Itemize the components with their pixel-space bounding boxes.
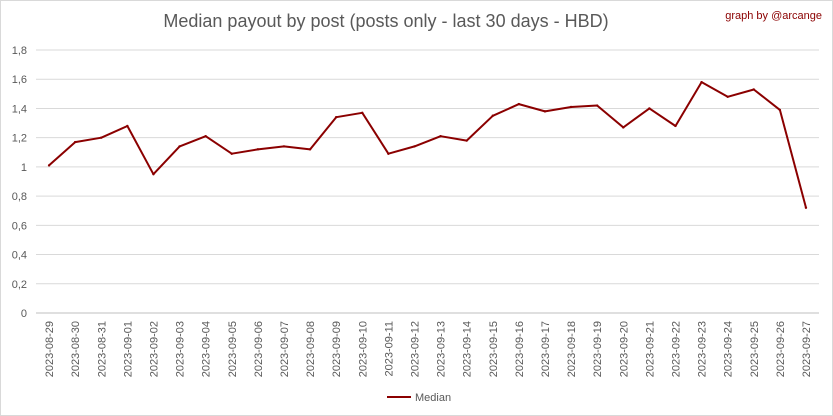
y-tick-label: 0 [21, 308, 27, 320]
x-tick-label: 2023-09-06 [253, 321, 265, 377]
data-point [152, 172, 155, 176]
data-point [648, 107, 651, 110]
x-tick-label: 2023-08-31 [96, 321, 108, 377]
data-point [778, 108, 782, 112]
x-tick-label: 2023-09-10 [357, 321, 369, 377]
chart-credit: graph by @arcange [725, 10, 822, 22]
x-tick-label: 2023-09-25 [749, 321, 761, 377]
data-point [595, 104, 599, 107]
data-point [569, 105, 573, 109]
data-point [439, 135, 442, 138]
data-point [126, 124, 129, 128]
x-tick-label: 2023-09-14 [462, 321, 474, 377]
y-tick-label: 1,4 [12, 103, 27, 115]
x-tick-label: 2023-09-07 [279, 321, 291, 377]
data-point [543, 110, 547, 113]
data-point [230, 152, 233, 155]
x-tick-label: 2023-08-30 [70, 321, 82, 377]
data-point [700, 80, 703, 84]
x-tick-label: 2023-09-16 [514, 321, 526, 377]
data-point [622, 126, 625, 129]
x-tick-label: 2023-09-24 [723, 321, 735, 377]
data-point [282, 145, 286, 148]
data-point [47, 164, 51, 167]
x-tick-label: 2023-09-27 [801, 321, 813, 377]
x-tick-label: 2023-09-21 [644, 321, 656, 377]
legend-label: Median [415, 392, 451, 404]
x-tick-label: 2023-09-04 [201, 321, 213, 377]
y-tick-label: 1,2 [12, 133, 27, 145]
data-point [100, 136, 103, 139]
x-tick-label: 2023-09-09 [331, 321, 343, 377]
data-point [517, 102, 521, 106]
x-tick-label: 2023-09-26 [775, 321, 787, 377]
data-point [752, 88, 755, 91]
y-tick-label: 1,6 [12, 74, 27, 86]
x-tick-label: 2023-09-11 [383, 321, 395, 376]
data-point [334, 116, 338, 119]
data-point [387, 152, 390, 155]
data-point [804, 206, 808, 209]
x-tick-label: 2023-09-23 [697, 321, 709, 377]
y-tick-label: 0,4 [12, 250, 27, 262]
data-point [491, 114, 494, 117]
x-tick-label: 2023-08-29 [44, 321, 56, 377]
x-tick-label: 2023-09-18 [566, 321, 578, 377]
data-point [674, 124, 677, 128]
y-tick-label: 0,8 [12, 191, 27, 203]
data-point [204, 135, 207, 138]
x-tick-label: 2023-09-08 [305, 321, 317, 377]
data-point [465, 139, 468, 142]
data-point [308, 148, 312, 151]
data-point [178, 145, 181, 148]
x-tick-label: 2023-09-20 [618, 321, 630, 377]
series-line-median [48, 81, 807, 209]
chart-title: Median payout by post (posts only - last… [163, 11, 609, 31]
y-tick-label: 1 [21, 162, 27, 174]
y-tick-label: 0,6 [12, 220, 27, 232]
data-point [73, 140, 77, 144]
x-tick-label: 2023-09-19 [592, 321, 604, 377]
x-tick-label: 2023-09-22 [670, 321, 682, 377]
x-tick-label: 2023-09-03 [175, 321, 187, 377]
data-point [361, 111, 364, 115]
x-tick-label: 2023-09-05 [227, 321, 239, 377]
y-tick-label: 1,8 [12, 45, 27, 57]
data-point [413, 145, 416, 148]
data-point [726, 95, 729, 98]
x-tick-label: 2023-09-01 [122, 321, 134, 377]
x-tick-label: 2023-09-02 [148, 321, 160, 377]
data-point [256, 148, 260, 151]
x-tick-label: 2023-09-12 [409, 321, 421, 377]
x-tick-label: 2023-09-13 [436, 321, 448, 377]
x-tick-label: 2023-09-15 [488, 321, 500, 377]
x-tick-label: 2023-09-17 [540, 321, 552, 377]
y-tick-label: 0,2 [12, 279, 27, 291]
